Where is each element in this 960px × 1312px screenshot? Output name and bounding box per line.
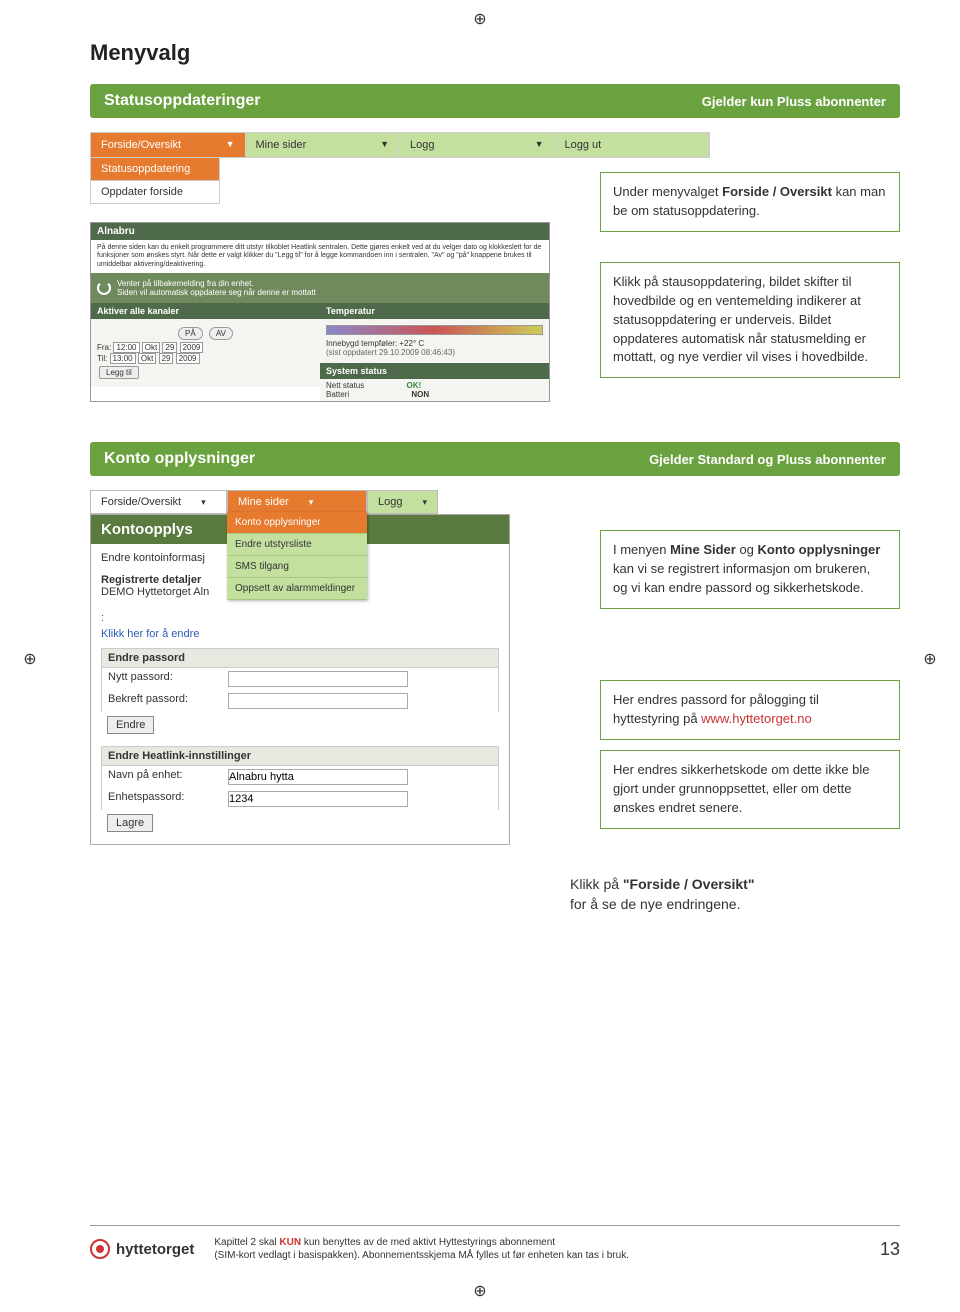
unit-name-input[interactable] [228,769,408,785]
menu2-forside[interactable]: Forside/Oversikt▾ [90,490,227,514]
colon-mark: : [101,612,499,624]
callout-5: Her endres sikkerhetskode om dette ikke … [600,750,900,829]
dd-utstyr[interactable]: Endre utstyrsliste [227,534,367,556]
year-from[interactable]: 2009 [180,342,204,353]
day-to[interactable]: 29 [159,353,174,364]
callout-2: Klikk på stausoppdatering, bildet skifte… [600,262,900,378]
dd-konto[interactable]: Konto opplysninger [227,512,367,534]
on-button[interactable]: PÅ [178,327,203,340]
temp-gauge [326,325,543,335]
logo-icon [90,1239,110,1259]
screenshot1-submenu: Statusoppdatering Oppdater forside [90,158,220,204]
callout-1: Under menyvalget Forside / Oversikt kan … [600,172,900,232]
callout-4: Her endres passord for pålogging til hyt… [600,680,900,740]
menu-forside[interactable]: Forside/Oversikt▼ [91,133,246,157]
description-text: På denne siden kan du enkelt programmere… [91,240,549,273]
year-to[interactable]: 2009 [176,353,200,364]
day-from[interactable]: 29 [162,342,177,353]
submenu-statusoppdatering[interactable]: Statusoppdatering [90,158,220,181]
callout-3: I menyen Mine Sider og Konto opplysninge… [600,530,900,609]
dd-sms[interactable]: SMS tilgang [227,556,367,578]
add-button[interactable]: Legg til [99,366,139,379]
location-bar: Alnabru [91,223,549,240]
section2-note: Gjelder Standard og Pluss abonnenter [649,452,886,467]
month-from[interactable]: Okt [142,342,160,353]
hl-section-header: Endre Heatlink-innstillinger [101,746,499,766]
screenshot1-menu: Forside/Oversikt▼ Mine sider▼ Logg▼ Logg… [90,132,710,158]
new-password-input[interactable] [228,671,408,687]
menu-logg[interactable]: Logg▼ [400,133,555,157]
menu-mine-sider[interactable]: Mine sider▼ [246,133,401,157]
off-button[interactable]: AV [209,327,233,340]
section1-header: Statusoppdateringer Gjelder kun Pluss ab… [90,84,900,118]
page-footer: hyttetorget Kapittel 2 skal KUN kun beny… [90,1225,900,1262]
unit-pw-input[interactable] [228,791,408,807]
screenshot2-menu: Forside/Oversikt▾ Mine sider▾ Logg▾ [90,490,510,514]
menu2-mine-sider[interactable]: Mine sider▾ [227,490,367,514]
save-button[interactable]: Lagre [107,814,153,832]
pw-section-header: Endre passord [101,648,499,668]
menu-logg-ut[interactable]: Logg ut [555,133,710,157]
wait-message: Venter på tilbakemelding fra din enhet. … [91,273,549,303]
section2-header: Konto opplysninger Gjelder Standard og P… [90,442,900,476]
page-title: Menyvalg [90,40,900,66]
page-number: 13 [880,1239,900,1260]
panel-status-header: System status [320,363,549,379]
footer-text: Kapittel 2 skal KUN kun benyttes av de m… [214,1236,860,1262]
section1-title: Statusoppdateringer [104,92,260,110]
final-instruction: Klikk på "Forside / Oversikt" for å se d… [570,875,900,914]
spinner-icon [97,281,111,295]
section2-title: Konto opplysninger [104,450,255,468]
time-from[interactable]: 12:00 [113,342,139,353]
month-to[interactable]: Okt [138,353,156,364]
dropdown-mine-sider: Konto opplysninger Endre utstyrsliste SM… [227,512,367,600]
menu2-logg[interactable]: Logg▾ [367,490,438,514]
screenshot1-body: Alnabru På denne siden kan du enkelt pro… [90,222,550,402]
change-pw-button[interactable]: Endre [107,716,154,734]
time-to[interactable]: 13:00 [110,353,136,364]
edit-link[interactable]: Klikk her for å endre [101,628,499,640]
section1-note: Gjelder kun Pluss abonnenter [702,94,886,109]
dd-alarm[interactable]: Oppsett av alarmmeldinger [227,578,367,600]
panel-temp-header: Temperatur [320,303,549,319]
confirm-password-input[interactable] [228,693,408,709]
logo: hyttetorget [90,1239,194,1259]
submenu-oppdater-forside[interactable]: Oppdater forside [90,181,220,204]
panel-aktiver-header: Aktiver alle kanaler [91,303,320,319]
